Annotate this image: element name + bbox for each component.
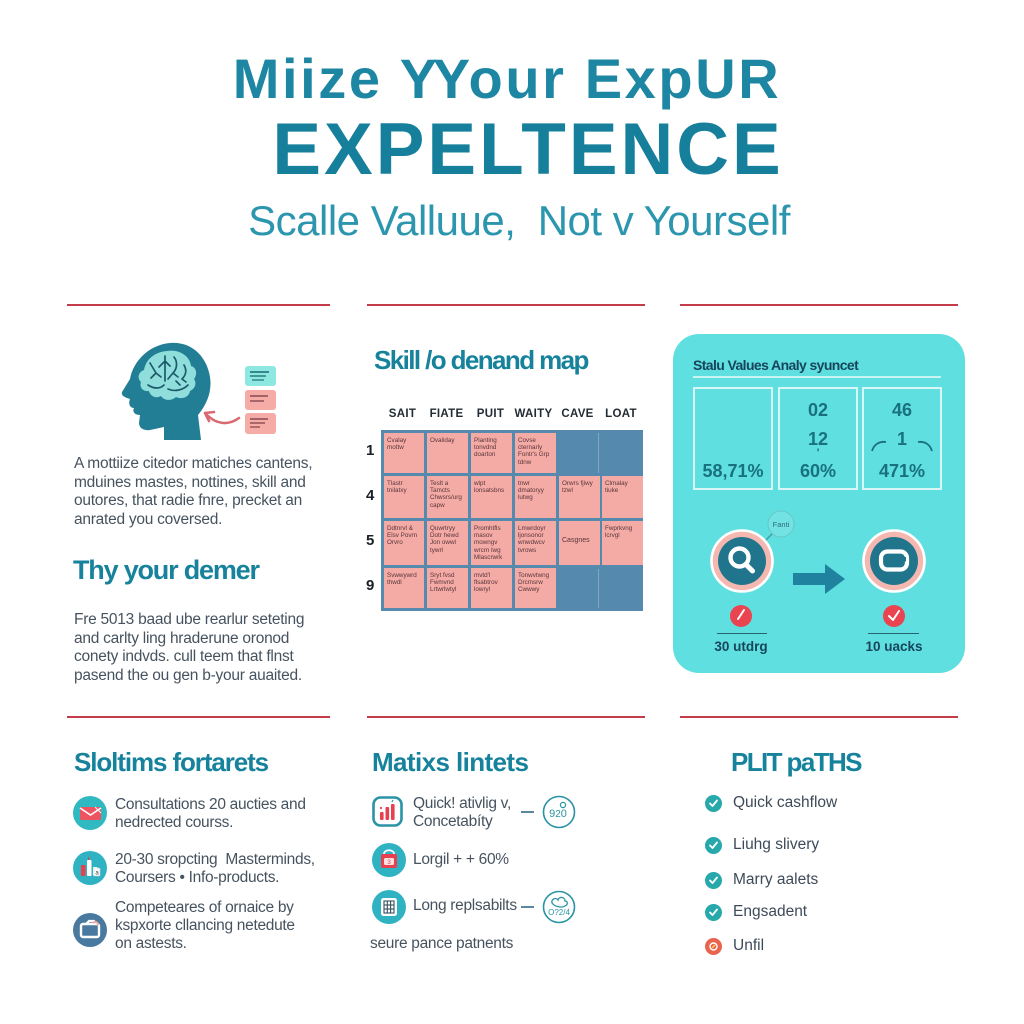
svg-text:O?2/4: O?2/4 <box>548 908 570 917</box>
svg-text:Fanti: Fanti <box>773 520 790 529</box>
svg-text:920: 920 <box>549 808 567 820</box>
svg-text:3: 3 <box>387 859 391 866</box>
svg-text:a: a <box>95 871 99 877</box>
